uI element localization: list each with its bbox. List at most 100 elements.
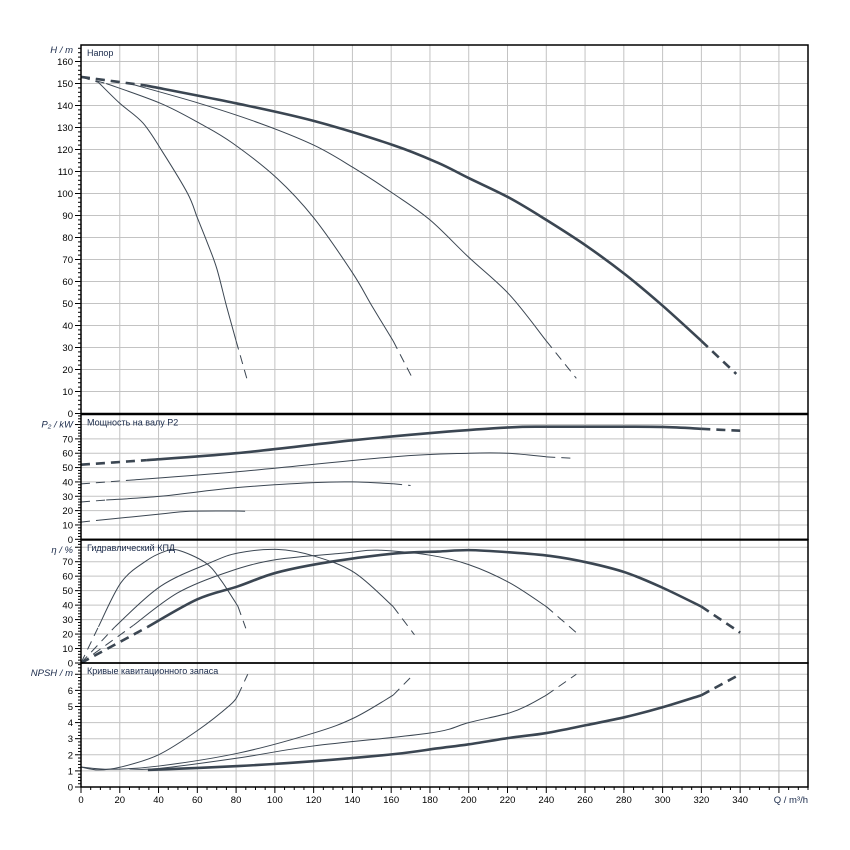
y-tick-label: 0 [68, 659, 73, 670]
y-tick-label: 6 [68, 686, 73, 697]
y-tick-label: 3 [68, 734, 73, 745]
panel-frame [80, 413, 809, 541]
x-tick-label: 340 [732, 795, 748, 806]
y-tick-label: 0 [68, 409, 73, 420]
curve-dashed-tail [700, 605, 741, 634]
y-tick-label: 10 [62, 644, 73, 655]
y-tick-label: 30 [62, 343, 73, 354]
y-tick-label: 10 [62, 520, 73, 531]
y-axis-title: η / % [51, 545, 73, 556]
pump-curve-curve-3 [80, 76, 577, 379]
y-tick-label: 1 [68, 766, 73, 777]
axes-layer [75, 44, 809, 793]
x-tick-label: 180 [422, 795, 438, 806]
x-tick-label: 260 [577, 795, 593, 806]
curve-dashed-tail [392, 606, 415, 636]
pump-curve-curve-4 [80, 75, 738, 375]
curve-dashed-tail [701, 427, 741, 433]
y-tick-label: 20 [62, 365, 73, 376]
panel-title: Гидравлический КПД [87, 543, 175, 553]
x-tick-label: 220 [500, 795, 516, 806]
y-tick-label: 40 [62, 321, 73, 332]
curve-solid-segment [106, 481, 394, 501]
curve-solid-segment [146, 425, 702, 462]
curve-dashed-tail [237, 674, 249, 696]
curve-dashed-lead [80, 479, 130, 485]
curve-dashed-tail [393, 483, 411, 487]
y-tick-label: 150 [57, 79, 73, 90]
x-tick-label: 280 [616, 795, 632, 806]
y-tick-label: 50 [62, 299, 73, 310]
curve-solid-segment [129, 452, 547, 481]
curves-layer [80, 75, 741, 772]
y-tick-label: 160 [57, 57, 73, 68]
pump-curve-curve-3 [80, 452, 572, 485]
curve-dashed-lead [80, 499, 107, 503]
y-tick-label: 120 [57, 145, 73, 156]
curve-dashed-lead [80, 625, 149, 665]
curve-dashed-lead [80, 626, 116, 664]
curve-dashed-tail [392, 340, 413, 379]
pump-curve-curve-4 [80, 425, 741, 467]
panel-title: Мощность на валу P2 [87, 418, 178, 428]
y-tick-label: 70 [62, 434, 73, 445]
x-axis-title: Q / m³/h [774, 795, 808, 806]
y-tick-label: 2 [68, 750, 73, 761]
curve-solid-segment [80, 694, 394, 770]
y-tick-label: 130 [57, 123, 73, 134]
pump-curve-curve-1 [80, 76, 248, 379]
y-tick-label: 100 [57, 189, 73, 200]
y-tick-label: 110 [58, 167, 73, 178]
x-tick-label: 60 [192, 795, 203, 806]
x-tick-label: 0 [78, 795, 83, 806]
curve-solid-segment [114, 548, 394, 628]
pump-curve-curve-2 [80, 677, 411, 770]
curve-dashed-tail [392, 677, 411, 696]
y-tick-label: 90 [62, 211, 73, 222]
pump-curve-curve-3 [129, 673, 577, 770]
y-tick-label: 0 [68, 783, 73, 794]
y-tick-label: 70 [62, 255, 73, 266]
curve-solid-segment [133, 549, 547, 626]
curve-dashed-lead [80, 75, 148, 87]
curve-solid-segment [106, 83, 394, 342]
y-tick-label: 70 [62, 557, 73, 568]
curve-dashed-tail [545, 606, 577, 633]
pump-curve-curve-2 [80, 481, 411, 503]
curve-dashed-lead [80, 624, 134, 664]
panel-frame [80, 662, 809, 788]
y-tick-label: 80 [62, 233, 73, 244]
curve-solid-segment [129, 694, 547, 770]
pump-curve-curve-1 [80, 548, 247, 664]
y-tick-label: 4 [68, 718, 73, 729]
y-tick-label: 60 [62, 277, 73, 288]
curve-dashed-lead [80, 458, 147, 467]
curve-solid-segment [129, 83, 547, 342]
y-axis-title: P₂ / kW [41, 420, 74, 431]
x-tick-label: 20 [114, 795, 125, 806]
y-tick-label: 20 [62, 506, 73, 517]
curve-dashed-lead [80, 519, 99, 523]
curve-dashed-tail [237, 606, 247, 629]
curve-dashed-tail [545, 340, 577, 379]
curve-solid-segment [147, 548, 702, 628]
x-tick-label: 140 [344, 795, 360, 806]
curve-dashed-tail [700, 339, 738, 375]
curve-dashed-tail [700, 673, 741, 697]
panel-frame [80, 44, 809, 415]
x-tick-label: 200 [461, 795, 477, 806]
x-tick-label: 320 [693, 795, 709, 806]
curve-solid-segment [147, 693, 702, 772]
y-tick-label: 60 [62, 449, 73, 460]
x-tick-label: 120 [306, 795, 322, 806]
y-tick-label: 5 [68, 702, 73, 713]
pump-curve-curve-2 [80, 76, 413, 379]
curve-solid-segment [98, 548, 239, 628]
x-tick-label: 80 [231, 795, 242, 806]
x-tick-label: 40 [153, 795, 164, 806]
y-tick-label: 40 [62, 477, 73, 488]
y-axis-title: NPSH / m [31, 668, 73, 679]
y-tick-label: 30 [62, 492, 73, 503]
y-tick-label: 50 [62, 463, 73, 474]
curve-dashed-tail [546, 456, 572, 459]
